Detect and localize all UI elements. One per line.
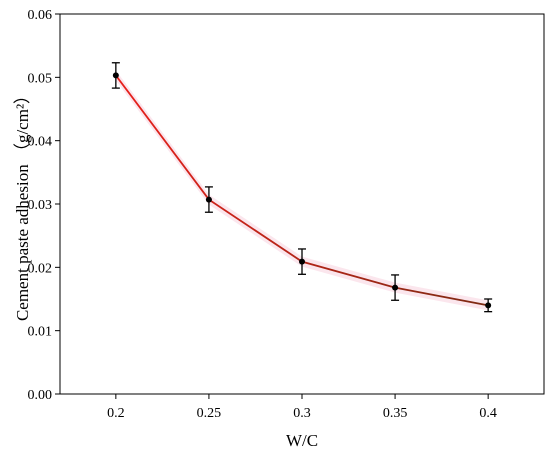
- plot-frame: [59, 13, 545, 395]
- x-tick-label: 0.25: [197, 406, 222, 421]
- y-tick-label: 0.06: [28, 8, 53, 23]
- y-axis-label: Cement paste adhesion （g/cm²）: [13, 87, 32, 321]
- y-axis-label-unit: （g/cm²）: [13, 87, 32, 160]
- data-point: [485, 302, 492, 309]
- x-tick-label: 0.35: [383, 406, 408, 421]
- y-tick-label: 0.00: [28, 388, 53, 403]
- data-point: [112, 72, 119, 79]
- series-layer: [111, 62, 493, 313]
- x-axis-label: W/C: [286, 431, 318, 450]
- y-axis-label-text: Cement paste adhesion: [13, 164, 32, 321]
- data-point: [205, 196, 212, 203]
- data-point: [299, 258, 305, 265]
- x-tick-label: 0.2: [107, 406, 125, 421]
- y-tick-label: 0.02: [28, 261, 53, 276]
- y-axis: 0.00 0.01 0.02 0.03 0.04 0.05 0.06: [28, 8, 60, 403]
- y-tick-label: 0.05: [28, 71, 53, 86]
- x-tick-label: 0.3: [293, 406, 311, 421]
- y-tick-label: 0.04: [28, 135, 53, 150]
- y-tick-label: 0.03: [28, 198, 53, 213]
- y-tick-label: 0.01: [28, 325, 53, 340]
- x-tick-label: 0.4: [479, 406, 497, 421]
- data-point: [392, 284, 399, 291]
- x-axis: 0.2 0.25 0.3 0.35 0.4: [107, 394, 497, 421]
